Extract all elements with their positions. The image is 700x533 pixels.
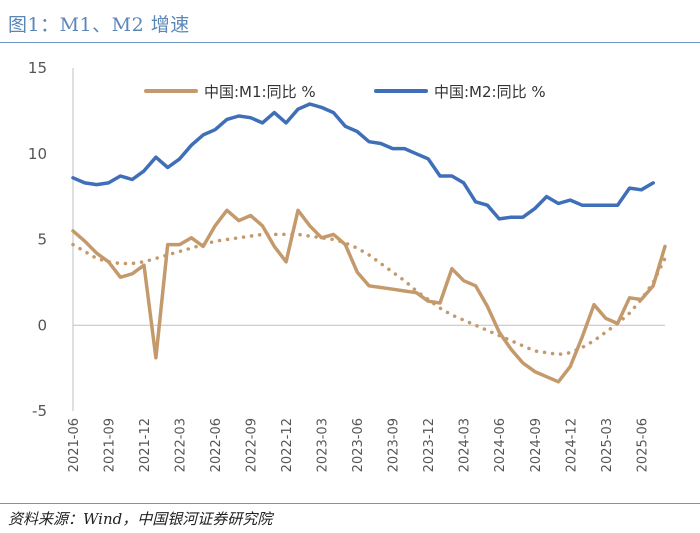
y-tick-label: 10 xyxy=(28,145,47,163)
chart-title: 图1：M1、M2 增速 xyxy=(8,14,190,36)
x-tick-label: 2022-06 xyxy=(209,418,224,472)
x-tick-label: 2024-12 xyxy=(564,418,579,472)
m2-yoy-line xyxy=(71,102,655,221)
x-tick-label: 2022-12 xyxy=(280,418,295,472)
x-tick-label: 2022-09 xyxy=(245,418,260,472)
x-tick-label: 2023-06 xyxy=(351,418,366,472)
x-tick-label: 2022-03 xyxy=(174,418,189,472)
x-tick-label: 2023-12 xyxy=(422,418,437,472)
x-tick-label: 2021-06 xyxy=(67,418,82,472)
x-tick-label: 2024-09 xyxy=(529,418,544,472)
x-tick-label: 2025-03 xyxy=(600,418,615,472)
x-tick-label: 2023-03 xyxy=(316,418,331,472)
y-tick-label: 0 xyxy=(37,316,47,334)
m1-trend-line xyxy=(71,232,667,357)
series-group xyxy=(71,102,667,384)
y-tick-label: 15 xyxy=(28,59,47,77)
x-tick-label: 2023-09 xyxy=(387,418,402,472)
y-tick-label: -5 xyxy=(32,402,47,420)
source-divider xyxy=(0,503,700,504)
legend-m1-label: 中国:M1:同比 % xyxy=(204,83,316,101)
y-tick-label: 5 xyxy=(37,231,47,249)
x-tick-label: 2025-06 xyxy=(635,418,650,472)
m1-yoy-line xyxy=(71,208,667,384)
x-tick-label: 2024-06 xyxy=(493,418,508,472)
title-divider xyxy=(0,42,700,43)
y-axis: 15 10 5 0 -5 xyxy=(28,59,74,420)
x-tick-label: 2024-03 xyxy=(458,418,473,472)
legend: 中国:M1:同比 % 中国:M2:同比 % xyxy=(144,83,546,101)
x-axis: 2021-06 2021-09 2021-12 2022-03 2022-06 2022-… xyxy=(67,324,665,472)
x-tick-label: 2021-12 xyxy=(138,418,153,472)
source-note: 资料来源：Wind，中国银河证券研究院 xyxy=(8,510,273,528)
x-tick-label: 2021-09 xyxy=(103,418,118,472)
legend-m2-label: 中国:M2:同比 % xyxy=(434,83,546,101)
